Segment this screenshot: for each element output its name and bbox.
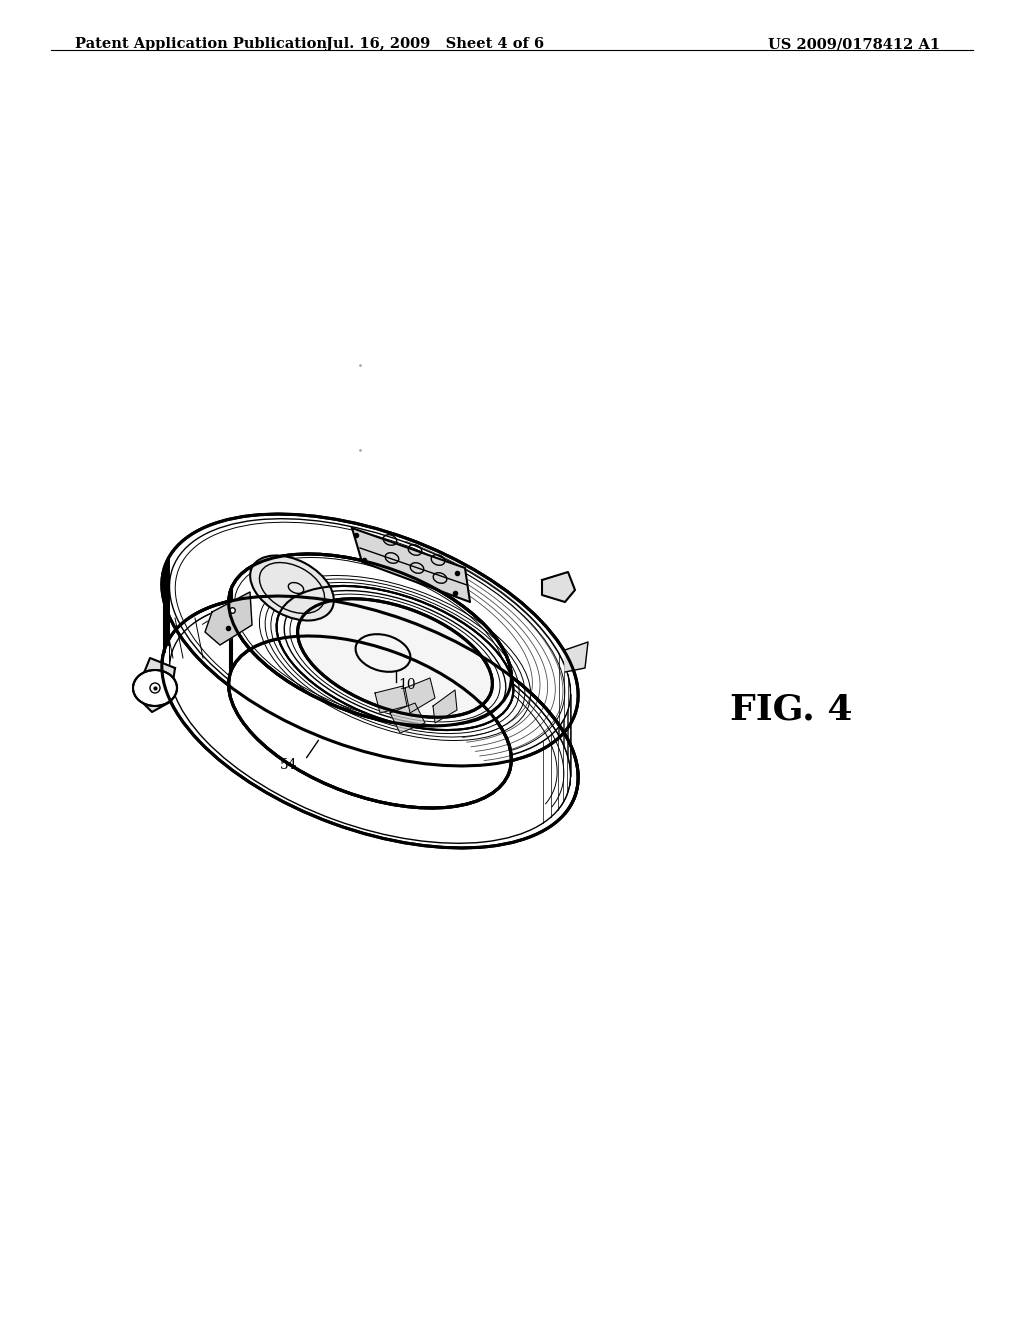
Text: Jul. 16, 2009   Sheet 4 of 6: Jul. 16, 2009 Sheet 4 of 6 xyxy=(326,37,544,51)
Polygon shape xyxy=(352,528,470,602)
Polygon shape xyxy=(565,642,588,672)
Ellipse shape xyxy=(250,556,334,620)
Ellipse shape xyxy=(228,554,511,726)
Ellipse shape xyxy=(162,597,579,847)
Ellipse shape xyxy=(298,599,493,717)
Polygon shape xyxy=(135,657,175,711)
Polygon shape xyxy=(433,690,457,723)
Ellipse shape xyxy=(276,586,513,730)
Polygon shape xyxy=(406,678,435,713)
Text: 54: 54 xyxy=(280,758,298,772)
Ellipse shape xyxy=(133,671,177,706)
Text: FIG. 4: FIG. 4 xyxy=(730,693,853,727)
Text: 10: 10 xyxy=(398,678,416,692)
Polygon shape xyxy=(375,686,407,713)
Polygon shape xyxy=(205,591,252,645)
Text: Patent Application Publication: Patent Application Publication xyxy=(75,37,327,51)
Ellipse shape xyxy=(151,589,590,855)
Ellipse shape xyxy=(228,636,511,808)
Text: US 2009/0178412 A1: US 2009/0178412 A1 xyxy=(768,37,940,51)
Ellipse shape xyxy=(151,507,590,774)
Polygon shape xyxy=(542,572,575,602)
Polygon shape xyxy=(390,704,425,733)
